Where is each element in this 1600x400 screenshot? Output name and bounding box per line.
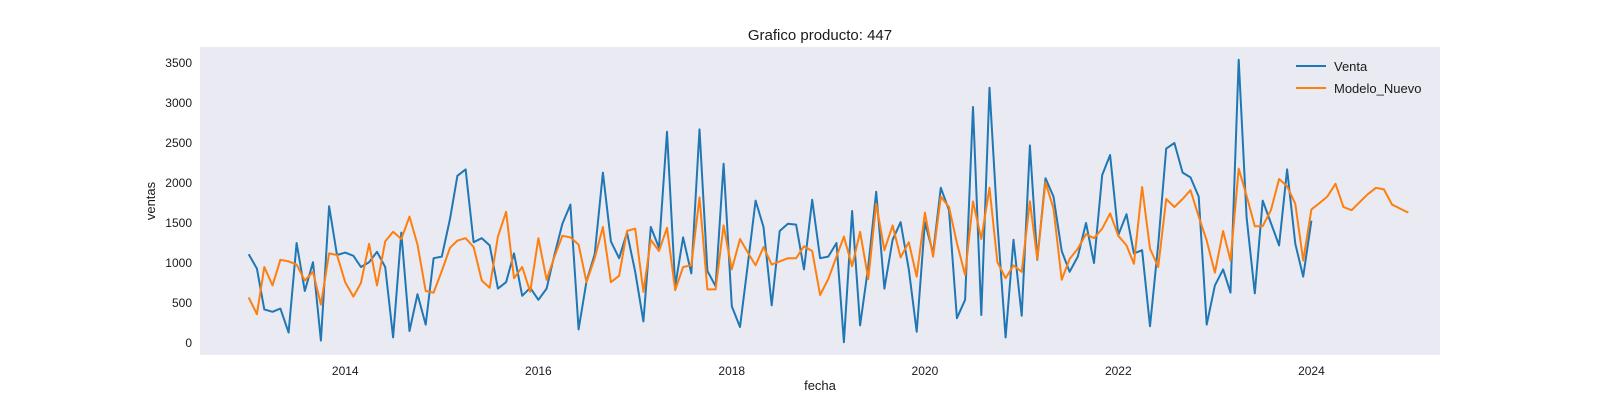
x-tick-label: 2018 bbox=[718, 364, 745, 378]
y-tick-label: 1000 bbox=[165, 256, 192, 270]
y-axis-label: ventas bbox=[143, 181, 158, 220]
chart-title: Grafico producto: 447 bbox=[748, 27, 892, 44]
y-tick-label: 1500 bbox=[165, 216, 192, 230]
x-axis: 2014 2016 2018 2020 2022 2024 bbox=[332, 364, 1325, 378]
y-tick-label: 3500 bbox=[165, 56, 192, 70]
series-lines bbox=[247, 58, 1409, 344]
x-tick-label: 2014 bbox=[332, 364, 359, 378]
legend-label-venta: Venta bbox=[1334, 59, 1368, 74]
plot-area bbox=[200, 47, 1440, 355]
y-tick-label: 500 bbox=[172, 296, 192, 310]
x-tick-label: 2016 bbox=[525, 364, 552, 378]
x-axis-label: fecha bbox=[804, 378, 837, 393]
x-tick-label: 2020 bbox=[912, 364, 939, 378]
y-axis: 0 500 1000 1500 2000 2500 3000 3500 bbox=[165, 56, 192, 350]
y-tick-label: 2500 bbox=[165, 136, 192, 150]
series-line-venta bbox=[247, 58, 1313, 344]
y-tick-label: 3000 bbox=[165, 96, 192, 110]
legend-label-modelo-nuevo: Modelo_Nuevo bbox=[1334, 81, 1421, 96]
x-tick-label: 2024 bbox=[1298, 364, 1325, 378]
y-tick-label: 0 bbox=[185, 336, 192, 350]
legend: Venta Modelo_Nuevo bbox=[1296, 59, 1421, 96]
x-tick-label: 2022 bbox=[1105, 364, 1132, 378]
y-tick-label: 2000 bbox=[165, 176, 192, 190]
series-line-modelo-nuevo bbox=[247, 167, 1409, 316]
